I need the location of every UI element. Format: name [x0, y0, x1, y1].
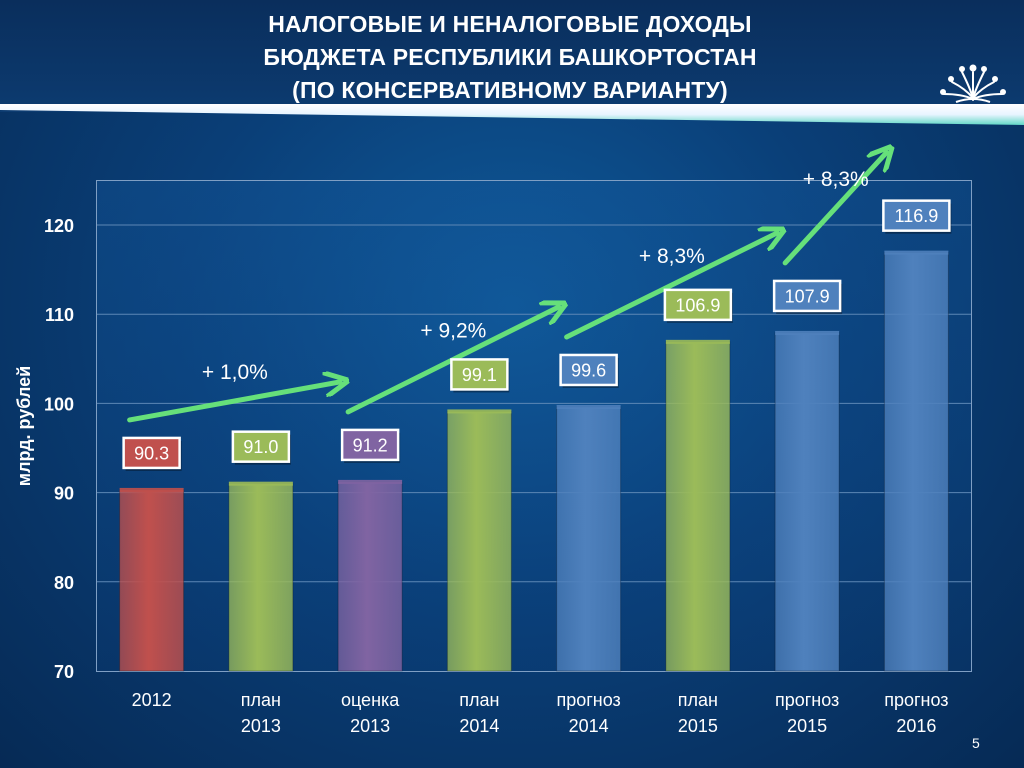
- y-tick-label: 100: [44, 394, 74, 414]
- x-tick-label: 2013: [241, 716, 281, 736]
- data-label: 99.1: [462, 365, 497, 385]
- growth-label: + 8,3%: [803, 168, 869, 191]
- data-label: 90.3: [134, 443, 169, 463]
- bar-top: [228, 481, 293, 486]
- kurai-flower-icon: [940, 64, 1006, 103]
- x-tick-label: 2016: [896, 716, 936, 736]
- x-tick-label: 2015: [678, 716, 718, 736]
- x-tick-label: план: [459, 690, 499, 710]
- x-tick-label: 2014: [569, 716, 609, 736]
- x-tick-label: 2014: [459, 716, 499, 736]
- bar-top: [338, 479, 403, 484]
- x-tick-label: прогноз: [556, 690, 620, 710]
- data-label-box: [340, 428, 400, 462]
- x-tick-label: оценка: [341, 690, 400, 710]
- page-number: 5: [972, 735, 980, 751]
- growth-label: + 9,2%: [420, 319, 486, 342]
- bar-top: [665, 339, 730, 344]
- slide-title: НАЛОГОВЫЕ И НЕНАЛОГОВЫЕ ДОХОДЫ БЮДЖЕТА Р…: [150, 8, 870, 107]
- x-tick-label: 2013: [350, 716, 390, 736]
- data-label: 116.9: [895, 206, 939, 226]
- data-label: 91.0: [243, 437, 278, 457]
- title-line-2: БЮДЖЕТА РЕСПУБЛИКИ БАШКОРТОСТАН: [263, 44, 757, 70]
- bar: [119, 489, 185, 672]
- bar-top: [775, 330, 840, 335]
- data-label-box: [663, 288, 733, 322]
- y-tick-label: 80: [54, 573, 74, 593]
- data-label: 106.9: [675, 295, 720, 315]
- data-label-box: [559, 353, 618, 387]
- x-tick-label: 2012: [132, 690, 172, 710]
- y-tick-label: 110: [45, 305, 74, 325]
- x-tick-label: прогноз: [775, 690, 839, 710]
- growth-arrow: [127, 382, 341, 423]
- data-label: 91.2: [353, 435, 388, 455]
- growth-label: + 1,0%: [202, 361, 268, 384]
- data-label-box: [231, 430, 291, 463]
- bar: [556, 406, 622, 672]
- header-bar: [0, 0, 1024, 112]
- y-axis-label: млрд. рублей: [14, 366, 34, 486]
- data-label-box: [882, 199, 951, 232]
- bar-top: [119, 487, 184, 492]
- bar: [883, 252, 949, 672]
- x-tick-label: 2015: [787, 716, 827, 736]
- data-label: 99.6: [571, 360, 606, 380]
- data-label-box: [122, 436, 181, 470]
- bar: [774, 332, 840, 672]
- bar: [446, 410, 512, 672]
- growth-arrow: [564, 233, 778, 340]
- bar: [337, 481, 403, 672]
- growth-label: + 8,3%: [639, 245, 705, 268]
- data-label-box: [772, 279, 842, 313]
- title-line-1: НАЛОГОВЫЕ И НЕНАЛОГОВЫЕ ДОХОДЫ: [268, 11, 752, 37]
- bar: [228, 483, 294, 672]
- data-label-box: [450, 358, 509, 391]
- bar-top: [556, 404, 621, 409]
- data-label: 107.9: [785, 286, 830, 306]
- y-tick-label: 120: [44, 216, 74, 236]
- x-tick-label: прогноз: [884, 690, 948, 710]
- growth-arrow: [782, 153, 886, 266]
- x-tick-label: план: [241, 690, 281, 710]
- title-line-3: (ПО КОНСЕРВАТИВНОМУ ВАРИАНТУ): [292, 77, 728, 103]
- bar-top: [447, 409, 512, 414]
- y-tick-label: 70: [54, 662, 74, 682]
- bar-top: [884, 250, 949, 255]
- bar: [665, 341, 731, 672]
- x-tick-label: план: [678, 690, 718, 710]
- y-tick-label: 90: [54, 484, 74, 504]
